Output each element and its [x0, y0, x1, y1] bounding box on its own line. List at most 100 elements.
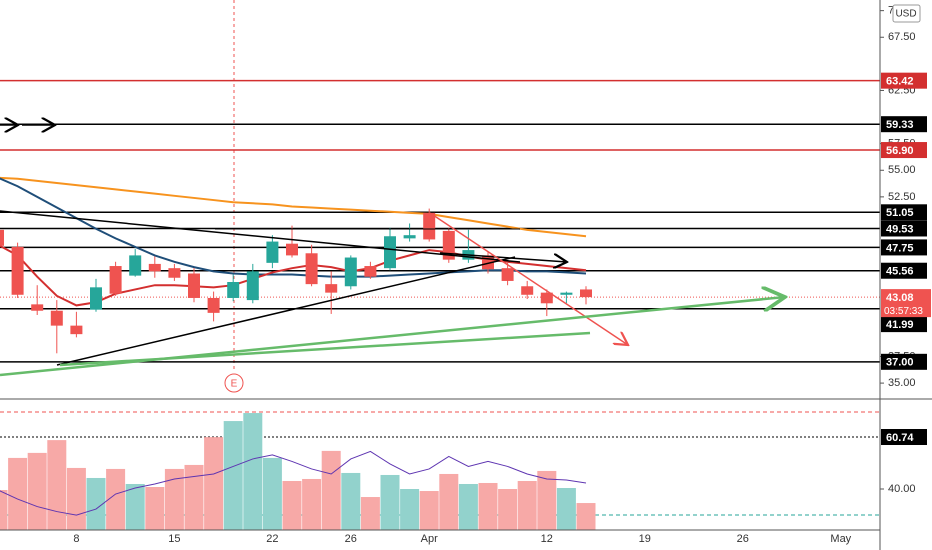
volume-bar [164, 468, 184, 530]
volume-bar [282, 480, 302, 530]
level-label: 51.05 [886, 207, 914, 219]
current-price-box [881, 289, 931, 318]
moving-average [0, 176, 587, 238]
currency[interactable]: USD [895, 9, 916, 20]
volume-bar [125, 483, 145, 530]
volume-pane [0, 413, 880, 530]
candle-body [364, 266, 377, 277]
level-label: 49.53 [886, 223, 914, 235]
volume-bar [419, 491, 439, 530]
y-tick-label: 67.50 [888, 31, 916, 43]
level-label: 63.42 [886, 76, 914, 88]
candle-body [384, 236, 396, 269]
x-tick-label: 26 [737, 533, 749, 545]
volume-bar [8, 457, 28, 530]
earnings-label[interactable]: E [231, 379, 238, 390]
level-label: 59.33 [886, 119, 914, 131]
volume-ma [0, 450, 587, 516]
volume-bar [302, 478, 322, 530]
candle-body [168, 268, 181, 278]
candle-body [207, 297, 220, 313]
level-label-box [881, 353, 927, 370]
candle-body [501, 268, 514, 281]
candle-body [423, 212, 436, 240]
y-tick-label: 52.50 [888, 191, 916, 203]
candle-body [344, 257, 357, 287]
candle-body [31, 304, 44, 311]
volume-bar [380, 474, 400, 530]
countdown: 03:57:33 [884, 306, 923, 317]
candle-body [403, 235, 416, 239]
level-label: 45.56 [886, 266, 914, 278]
x-tick-label: 8 [73, 533, 79, 545]
currency-box[interactable] [892, 4, 921, 23]
candle-body [109, 266, 122, 294]
volume-bar [576, 503, 596, 530]
current-price-label: 43.08 [886, 292, 914, 304]
volume-bar [498, 489, 518, 530]
candle-body [266, 241, 279, 263]
volume-bar [243, 413, 263, 530]
volume-bar [556, 488, 576, 530]
level-label: 47.75 [886, 242, 914, 254]
volume-bar [47, 440, 67, 530]
volume-bar [262, 457, 282, 530]
volume-bar [458, 483, 478, 530]
earnings-badge[interactable] [224, 373, 244, 393]
drawings [0, 0, 880, 516]
moving-average [0, 177, 587, 278]
candle-body [540, 292, 553, 304]
volume-bar [0, 490, 8, 530]
volume-bar [517, 480, 537, 530]
candle-body [286, 243, 298, 256]
level-label: 56.90 [886, 145, 914, 157]
candle-body [227, 282, 240, 298]
y-tick-label: 55.00 [888, 164, 916, 176]
trendline [59, 331, 591, 367]
candle-body [50, 310, 63, 326]
volume-bar [439, 473, 459, 530]
level-label-box [881, 262, 927, 279]
level-label-box [881, 72, 927, 89]
level-label-box [881, 239, 927, 256]
candle-body [246, 271, 259, 301]
level-label-box [881, 116, 927, 133]
volume-bar [66, 467, 86, 530]
y-tick-label: 40.00 [888, 483, 916, 495]
x-tick-label: 12 [541, 533, 553, 545]
level-label-box [881, 204, 927, 221]
candle-body [188, 273, 200, 298]
level-label-box [881, 220, 927, 237]
volume-bar [27, 452, 47, 530]
volume-bar [106, 468, 126, 530]
x-tick-label: Apr [421, 533, 438, 545]
candle-body [580, 289, 592, 298]
x-tick-label: 15 [168, 533, 180, 545]
volume-bar [184, 464, 204, 530]
x-tick-label: May [830, 533, 851, 545]
y-tick-label: 35.00 [888, 377, 916, 389]
level-label-box [881, 316, 927, 333]
trendline [0, 297, 785, 377]
trendline [56, 256, 516, 366]
volume-bar [537, 470, 557, 530]
arrow [429, 212, 628, 345]
candle-body [305, 253, 318, 285]
volume-bar [145, 487, 165, 530]
candle-body [11, 246, 24, 295]
volume-bar [321, 450, 341, 530]
candle-body [90, 287, 102, 310]
volume-bar [400, 489, 420, 530]
candle-body [442, 230, 455, 260]
price-labels: 63.42 59.33 56.90 51.05 49.53 47.75 45.56 41.99… [881, 72, 931, 446]
volume-bar [478, 482, 498, 530]
arrow [439, 252, 567, 262]
candle-body [148, 263, 161, 272]
level-label-box [881, 142, 927, 159]
candle-body [521, 286, 534, 295]
level-label: 41.99 [886, 319, 914, 331]
volume-bar [204, 437, 224, 530]
volume-bar [86, 477, 106, 530]
candle-body [0, 229, 4, 246]
